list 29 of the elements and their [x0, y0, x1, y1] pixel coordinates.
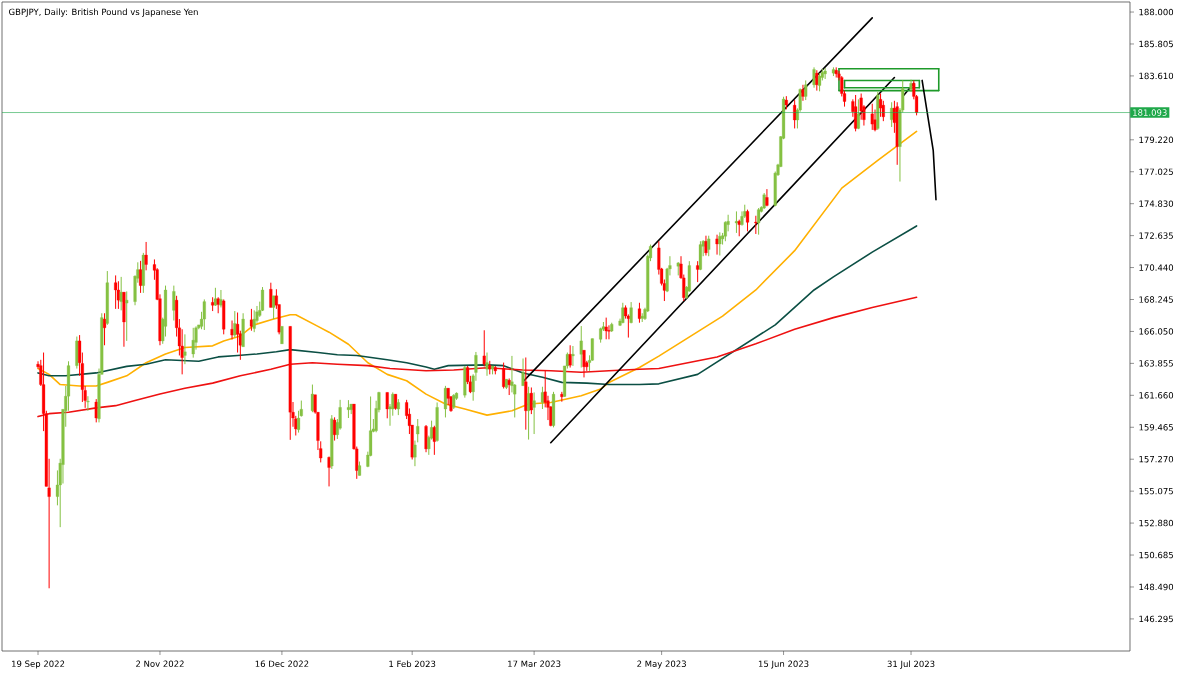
y-tick-label: 150.685	[1139, 551, 1173, 559]
text: GBPJPY, Daily: British Pound vs Japanese Yen	[9, 8, 198, 17]
x-tick-label: 2 Nov 2022	[136, 660, 184, 667]
y-tick-label: 183.610	[1139, 72, 1174, 80]
y-tick-label: 166.050	[1139, 328, 1174, 335]
y-tick-label: 146.295	[1139, 615, 1173, 623]
y-tick-label: 179.220	[1139, 136, 1174, 144]
x-tick-label: 16 Dec 2022	[255, 660, 309, 667]
y-tick-label: 157.270	[1139, 455, 1174, 463]
y-tick-label: 161.660	[1139, 392, 1174, 399]
x-tick-label: 19 Sep 2022	[12, 660, 65, 669]
x-tick-label: 2 May 2023	[637, 660, 686, 669]
y-tick-label: 163.855	[1139, 360, 1173, 367]
y-tick-label: 170.440	[1139, 264, 1174, 271]
y-tick-label: 155.075	[1139, 487, 1173, 495]
x-tick-label: 31 Jul 2023	[887, 660, 935, 669]
y-tick-label: 174.830	[1139, 200, 1174, 207]
y-tick-label: 172.635	[1139, 232, 1173, 239]
ref-line-label: 181.093	[1133, 109, 1167, 116]
x-tick-label: 1 Feb 2023	[389, 660, 436, 668]
x-tick-label: 15 Jun 2023	[758, 660, 809, 669]
y-tick-label: 159.465	[1139, 424, 1173, 431]
y-tick-label: 185.805	[1139, 40, 1173, 48]
x-tick-label: 17 Mar 2023	[508, 660, 561, 667]
y-tick-label: 188.000	[1139, 8, 1174, 16]
y-tick-label: 177.025	[1139, 168, 1173, 175]
y-tick-label: 168.245	[1139, 296, 1173, 303]
y-tick-label: 148.490	[1139, 583, 1174, 591]
y-tick-label: 152.880	[1139, 519, 1174, 527]
